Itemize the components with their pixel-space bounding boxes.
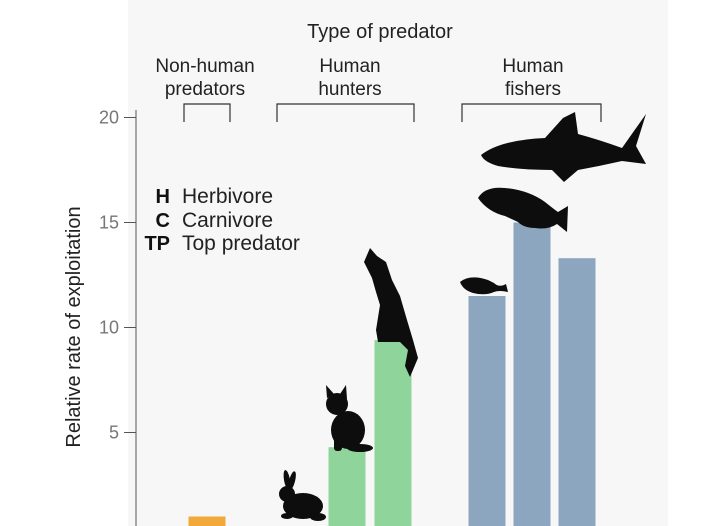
bar-wolf (374, 340, 412, 526)
y-tick-label: 5 (109, 423, 119, 443)
bar-nonhuman (188, 516, 226, 526)
rabbit-icon (279, 470, 326, 521)
bar-grouper (513, 222, 551, 526)
bars (188, 222, 596, 526)
legend-key-c: C (156, 210, 170, 232)
group-label-nonhuman-line2: predators (165, 79, 245, 100)
y-tick-label: 20 (99, 108, 119, 128)
y-tick-label: 15 (99, 213, 119, 233)
wolf-icon (364, 248, 418, 377)
legend-label-carnivore: Carnivore (182, 209, 273, 232)
group-label-fishers-line1: Human (502, 56, 563, 77)
bracket-nonhuman (183, 103, 231, 122)
y-tick-label: 10 (99, 318, 119, 338)
grouper-icon (478, 187, 568, 232)
legend-label-herbivore: Herbivore (182, 185, 273, 208)
legend-key-tp: TP (144, 233, 170, 255)
bar-fish (468, 296, 506, 526)
group-label-hunters-line1: Human (319, 56, 380, 77)
group-label-hunters-line2: hunters (318, 79, 381, 100)
shark-icon (481, 112, 646, 182)
fish-icon (460, 277, 508, 295)
group-label-nonhuman-line1: Non-human (155, 56, 254, 77)
bracket-hunters (276, 103, 415, 122)
bar-shark (558, 258, 596, 526)
y-axis-label: Relative rate of exploitation (63, 206, 85, 447)
legend-label-top-predator: Top predator (182, 232, 300, 255)
cat-icon (326, 385, 373, 452)
bracket-fishers (461, 103, 602, 122)
chart-title: Type of predator (307, 21, 453, 43)
group-label-fishers-line2: fishers (505, 79, 561, 100)
y-ticks: 5 10 15 20 (99, 108, 136, 443)
legend-key-h: H (156, 186, 170, 208)
bar-cat (328, 447, 366, 526)
